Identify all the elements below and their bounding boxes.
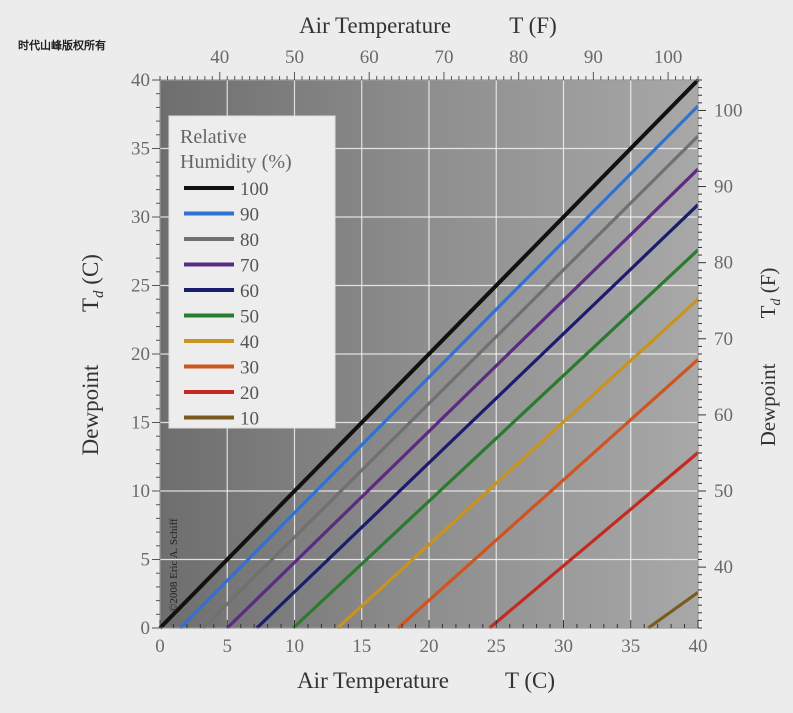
y-axis-title: Dewpoint [78, 364, 103, 455]
legend-label-50: 50 [240, 307, 259, 328]
y-tick-label: 10 [131, 481, 150, 502]
legend-label-100: 100 [240, 179, 269, 200]
legend-label-90: 90 [240, 205, 259, 226]
right-axis-unit-subscript: d [769, 298, 784, 306]
x-tick-label: 30 [554, 636, 573, 657]
x-tick-label: 0 [155, 636, 165, 657]
x-tick-label: 40 [689, 636, 708, 657]
series-line-rh-100 [158, 78, 700, 630]
copyright-text: ©2008 Eric A. Schiff [168, 518, 180, 612]
y-axis-unit-subscript: d [91, 290, 107, 298]
series-line-rh-90 [179, 104, 700, 630]
y-tick-label: 25 [131, 276, 150, 297]
y-axis-unit-symbol: T [78, 298, 103, 312]
series-line-rh-60 [255, 203, 700, 630]
y-tick-label: 30 [131, 207, 150, 228]
top-axis-title: Air Temperature [299, 13, 451, 38]
svg-text:Td (C): Td (C) [78, 254, 107, 312]
y-axis-unit-left: (C) [78, 254, 103, 285]
legend: Relative Humidity (%) 100 90 80 70 60 50 40 30 20 1… [168, 115, 336, 430]
right-tick-label: 60 [714, 405, 733, 426]
y-tick-label: 15 [131, 413, 150, 434]
top-tick-label: 60 [360, 47, 379, 68]
right-tick-label: 90 [714, 177, 733, 198]
series-line-rh-10 [647, 591, 699, 630]
right-tick-label: 70 [714, 329, 733, 350]
legend-label-70: 70 [240, 256, 259, 277]
top-tick-label: 100 [654, 47, 683, 68]
series-line-rh-30 [396, 358, 700, 630]
axes: 0 5 10 15 20 25 30 35 40 0 5 10 15 20 25 30 35 40 40 50 60 70… [131, 47, 743, 657]
svg-text:Td (F): Td (F) [756, 268, 784, 319]
series-line-rh-70 [226, 167, 700, 630]
y-tick-label: 40 [131, 70, 150, 91]
x-axis-title: Air Temperature [297, 668, 449, 693]
right-axis-unit-right: (F) [756, 268, 780, 294]
right-axis-title: Dewpoint [756, 363, 780, 446]
top-tick-label: 40 [210, 47, 229, 68]
series-line-rh-50 [292, 248, 700, 630]
series-line-rh-40 [336, 298, 700, 630]
x-tick-label: 25 [487, 636, 506, 657]
x-tick-label: 15 [352, 636, 371, 657]
legend-label-10: 10 [240, 409, 259, 430]
legend-title: Relative [180, 126, 247, 148]
y-tick-label: 20 [131, 344, 150, 365]
y-tick-label: 5 [141, 550, 151, 571]
x-tick-label: 10 [285, 636, 304, 657]
legend-label-40: 40 [240, 332, 259, 353]
series-line-rh-80 [201, 135, 700, 630]
right-axis-unit-symbol: T [756, 305, 780, 318]
legend-label-30: 30 [240, 358, 259, 379]
y-tick-label: 0 [141, 618, 151, 639]
right-tick-label: 80 [714, 253, 733, 274]
x-tick-label: 35 [621, 636, 640, 657]
top-tick-label: 50 [285, 47, 304, 68]
right-tick-label: 40 [714, 557, 733, 578]
legend-label-60: 60 [240, 281, 259, 302]
top-tick-label: 90 [584, 47, 603, 68]
top-axis-unit: T (F) [509, 13, 557, 38]
x-axis-unit: T (C) [505, 668, 555, 693]
right-tick-label: 100 [714, 100, 743, 121]
legend-label-80: 80 [240, 230, 259, 251]
top-tick-label: 80 [509, 47, 528, 68]
legend-box [168, 115, 336, 429]
series-line-rh-20 [488, 451, 700, 630]
legend-label-20: 20 [240, 383, 259, 404]
right-tick-label: 50 [714, 481, 733, 502]
series-lines [158, 78, 700, 630]
y-tick-label: 35 [131, 139, 150, 160]
x-tick-label: 5 [223, 636, 233, 657]
x-tick-label: 20 [420, 636, 439, 657]
legend-title-2: Humidity (%) [180, 151, 292, 173]
watermark-text: 时代山峰版权所有 [18, 39, 106, 52]
top-tick-label: 70 [434, 47, 453, 68]
